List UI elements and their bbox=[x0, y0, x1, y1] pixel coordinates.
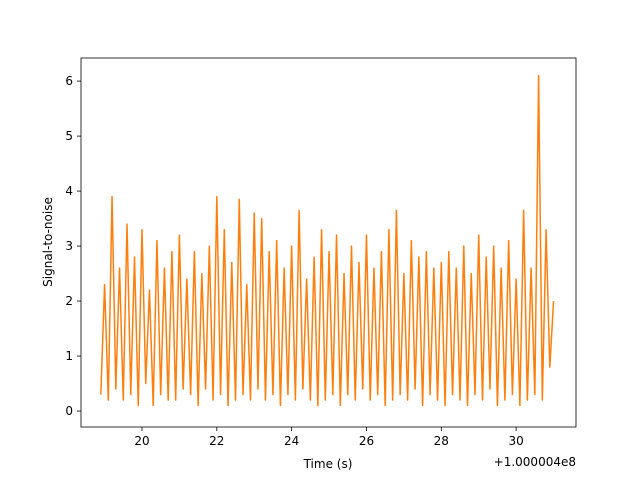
y-tick-label: 6 bbox=[65, 74, 73, 88]
y-tick-label: 5 bbox=[65, 129, 73, 143]
plot-frame bbox=[80, 57, 577, 428]
y-axis-label: Signal-to-noise bbox=[41, 197, 55, 287]
y-tick-label: 1 bbox=[65, 349, 73, 363]
y-tick-label: 2 bbox=[65, 294, 73, 308]
x-tick-label: 28 bbox=[434, 434, 449, 448]
x-tick-label: 22 bbox=[209, 434, 224, 448]
x-tick-label: 30 bbox=[508, 434, 523, 448]
x-offset-label: +1.000004e8 bbox=[494, 455, 576, 469]
x-tick-label: 24 bbox=[284, 434, 299, 448]
x-tick-label: 20 bbox=[134, 434, 149, 448]
y-tick-label: 3 bbox=[65, 239, 73, 253]
x-axis-label: Time (s) bbox=[303, 457, 353, 471]
y-tick-label: 4 bbox=[65, 184, 73, 198]
y-tick-label: 0 bbox=[65, 404, 73, 418]
data-line bbox=[100, 74, 555, 407]
x-tick-label: 26 bbox=[359, 434, 374, 448]
